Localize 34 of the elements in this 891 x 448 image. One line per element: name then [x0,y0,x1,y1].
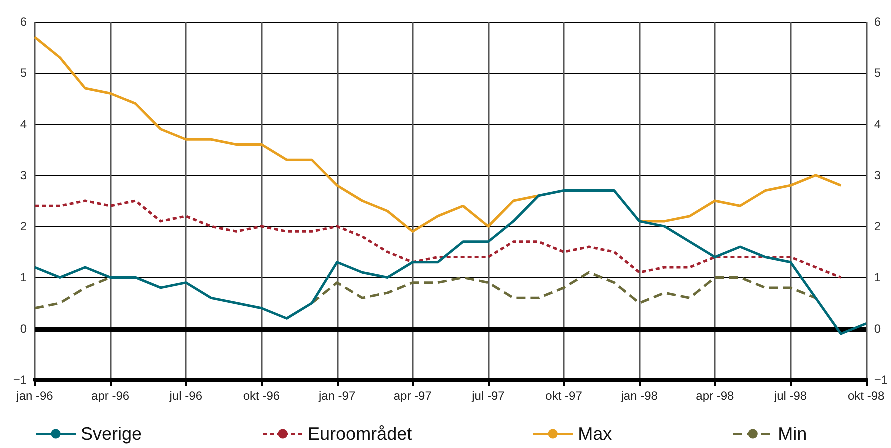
line-series [34,200,842,279]
x-tick-label: jan -98 [620,389,658,403]
y2-tick-label: 2 [874,220,882,234]
legend-label: Euroområdet [308,424,412,444]
y-tick-label: −1 [13,373,28,387]
y-tick-label: 0 [20,322,28,336]
y-tick-label: 1 [20,270,28,285]
line-series [34,190,868,336]
legend-label: Max [578,424,612,444]
legend-label: Min [778,424,808,444]
legend-label: Sverige [81,424,142,444]
x-tick-label: okt -97 [546,389,583,403]
x-tick-label: jul -97 [471,389,506,403]
y-tick-label: 2 [20,220,28,234]
x-tick-label: jan -97 [318,389,356,403]
y2-tick-label: 0 [874,322,882,336]
y-tick-label: 4 [20,117,28,132]
x-tick-label: jul -98 [773,389,808,403]
x-tick-label: jan -96 [16,389,54,403]
y2-tick-label: 3 [874,168,882,182]
y2-tick-label: 4 [874,117,882,132]
y-tick-label: 5 [20,66,28,80]
y-tick-label: 3 [20,168,28,182]
x-tick-label: apr -98 [696,389,734,403]
y2-tick-label: 6 [874,15,882,29]
x-tick-label: okt -96 [243,389,280,403]
x-tick-label: apr -96 [92,389,130,403]
y2-tick-label: 5 [874,66,882,80]
x-tick-label: okt -98 [848,389,885,403]
y-tick-label: 6 [20,15,28,29]
y2-tick-label: 1 [874,270,882,285]
y2-tick-label: −1 [874,373,888,387]
x-tick-label: jul -96 [168,389,203,403]
x-tick-label: apr -97 [394,389,432,403]
